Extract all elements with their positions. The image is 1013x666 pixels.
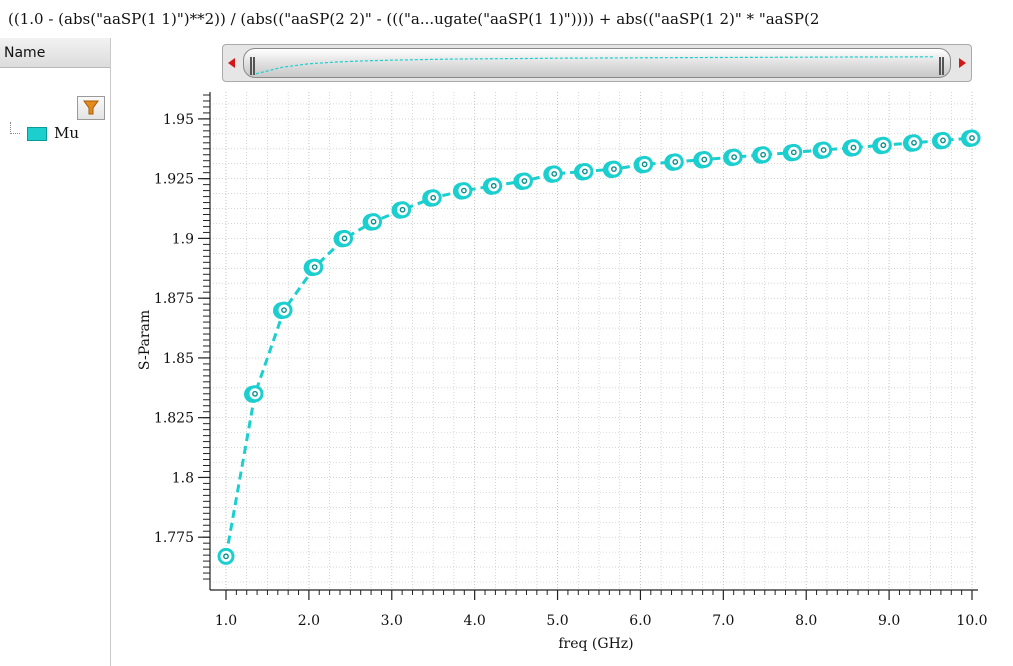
data-point-marker[interactable] <box>543 165 563 183</box>
filter-icon <box>83 100 99 115</box>
data-point-marker[interactable] <box>362 213 383 231</box>
data-point-marker[interactable] <box>452 182 473 200</box>
data-point-marker[interactable] <box>303 258 324 277</box>
data-point-marker[interactable] <box>693 151 713 169</box>
data-point-marker[interactable] <box>902 134 923 152</box>
data-point-marker[interactable] <box>573 162 594 181</box>
x-tick-label: 8.0 <box>795 613 817 629</box>
data-point-marker[interactable] <box>244 385 264 403</box>
tree-connector <box>10 122 20 134</box>
y-tick-label: 1.9 <box>172 231 194 247</box>
x-tick-label: 9.0 <box>878 613 900 629</box>
x-tick-label: 2.0 <box>298 613 320 629</box>
data-point-marker[interactable] <box>931 131 952 150</box>
data-point-marker[interactable] <box>723 148 743 167</box>
data-point-marker[interactable] <box>842 139 862 157</box>
scroll-right-arrow-icon[interactable] <box>959 58 966 68</box>
y-tick-label: 1.825 <box>154 411 194 427</box>
x-tick-label: 5.0 <box>546 613 568 629</box>
scroller-thumb[interactable] <box>243 48 951 78</box>
name-column-header[interactable]: Name <box>0 38 110 68</box>
data-point-marker[interactable] <box>333 229 354 248</box>
data-point-marker[interactable] <box>602 160 623 179</box>
data-point-marker[interactable] <box>812 141 833 159</box>
x-tick-label: 3.0 <box>381 613 403 629</box>
trace-list-panel: Name Mu <box>0 38 111 666</box>
y-tick-label: 1.875 <box>154 291 194 307</box>
y-tick-label: 1.925 <box>154 172 194 188</box>
data-point-marker[interactable] <box>273 301 293 320</box>
y-axis-label: S-Param <box>137 310 153 370</box>
y-tick-label: 1.775 <box>154 530 194 546</box>
data-point-marker[interactable] <box>422 189 442 207</box>
scroller-left-handle[interactable] <box>250 57 255 75</box>
x-tick-label: 1.0 <box>215 613 237 629</box>
y-tick-label: 1.85 <box>163 351 194 367</box>
grid-lines <box>210 92 978 590</box>
x-axis-label: freq (GHz) <box>558 636 633 652</box>
data-point-marker[interactable] <box>961 129 981 148</box>
y-tick-label: 1.8 <box>172 470 194 486</box>
data-point-marker[interactable] <box>782 143 803 162</box>
data-point-marker[interactable] <box>391 201 412 219</box>
x-tick-label: 10.0 <box>956 613 987 629</box>
data-point-marker[interactable] <box>513 172 533 191</box>
x-tick-label: 4.0 <box>464 613 486 629</box>
expression-title: ((1.0 - (abs("aaSP(1 1)")**2)) / (abs(("… <box>8 10 820 28</box>
data-point-marker[interactable] <box>217 547 235 565</box>
y-tick-label: 1.95 <box>163 112 194 128</box>
scroller-right-handle[interactable] <box>939 57 944 75</box>
scroll-left-arrow-icon[interactable] <box>228 58 235 68</box>
x-tick-label: 7.0 <box>712 613 734 629</box>
data-point-marker[interactable] <box>664 153 684 171</box>
overview-trace <box>255 56 935 75</box>
data-point-marker[interactable] <box>633 155 654 174</box>
legend-swatch-mu[interactable] <box>27 127 47 141</box>
zoom-scroller[interactable] <box>222 44 972 82</box>
data-point-marker[interactable] <box>752 146 772 164</box>
x-tick-label: 6.0 <box>629 613 651 629</box>
filter-button[interactable] <box>77 96 105 120</box>
data-point-marker[interactable] <box>872 136 892 155</box>
legend-label-mu[interactable]: Mu <box>54 124 80 142</box>
data-point-marker[interactable] <box>482 177 503 195</box>
